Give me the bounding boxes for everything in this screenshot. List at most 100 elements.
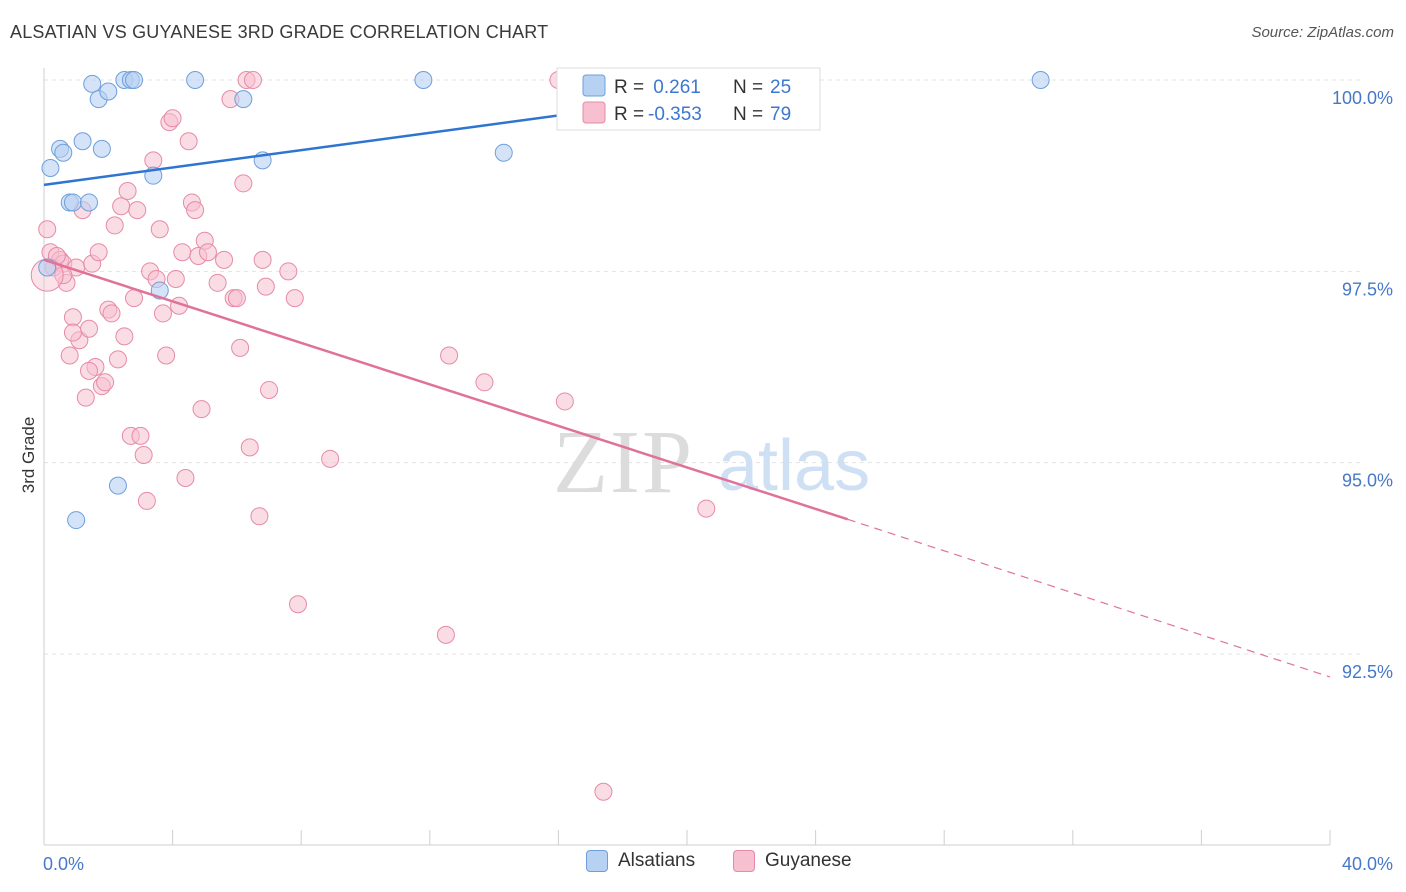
legend-swatch-guyanese: [582, 101, 606, 124]
guyanese-point: [150, 220, 169, 239]
alsatian-point: [80, 193, 99, 212]
guyanese-point: [436, 625, 455, 644]
alsatian-point: [41, 159, 60, 178]
guyanese-point: [475, 373, 494, 392]
alsatian-point: [73, 132, 92, 151]
guyanese-point: [186, 201, 205, 220]
guyanese-point: [208, 273, 227, 292]
guyanese-point: [256, 277, 275, 296]
guyanese-point: [118, 181, 137, 200]
legend-n-label-1: N =: [733, 77, 763, 98]
guyanese-point: [231, 338, 250, 357]
guyanese-point: [153, 304, 172, 323]
guyanese-point: [215, 250, 234, 269]
guyanese-point: [112, 197, 131, 216]
legend-n-label-2: N =: [733, 104, 763, 125]
guyanese-point: [243, 71, 262, 89]
guyanese-point: [38, 220, 57, 239]
y-tick-label: 97.5%: [1342, 279, 1393, 299]
legend-r-label-2: R =: [614, 104, 644, 125]
guyanese-point: [440, 346, 459, 365]
y-axis-label: 3rd Grade: [19, 417, 38, 494]
bottom-legend-label-guyanese: Guyanese: [765, 850, 852, 871]
guyanese-point: [279, 262, 298, 281]
bottom-legend-label-alsatians: Alsatians: [618, 850, 696, 871]
guyanese-point: [128, 201, 147, 220]
alsatian-point: [125, 71, 144, 89]
axes: 92.5% 95.0% 97.5% 100.0% 0.0% 40.0%: [43, 68, 1393, 874]
guyanese-point: [555, 392, 574, 411]
guyanese-point: [96, 373, 115, 392]
alsatian-point: [186, 71, 205, 89]
guyanese-point: [192, 400, 211, 419]
bottom-legend: Alsatians Guyanese: [0, 850, 1406, 880]
guyanese-point: [594, 782, 613, 801]
alsatian-point: [99, 82, 118, 101]
alsatian-point: [54, 143, 73, 162]
legend: R = 0.261 N = 25 R = -0.353 N = 79: [556, 67, 821, 131]
guyanese-point: [321, 449, 340, 468]
guyanese-point: [250, 507, 269, 526]
guyanese-point: [105, 216, 124, 235]
guyanese-point: [63, 323, 82, 342]
y-tick-label: 92.5%: [1342, 662, 1393, 682]
guyanese-point: [131, 426, 150, 445]
guyanese-trend-extension: [847, 518, 1331, 678]
legend-r-label-1: R =: [614, 77, 644, 98]
guyanese-point: [260, 380, 279, 399]
guyanese-point: [115, 327, 134, 346]
alsatian-point: [92, 139, 111, 158]
bottom-legend-guyanese: Guyanese: [733, 850, 852, 872]
alsatian-points: [38, 71, 1050, 530]
chart-title: ALSATIAN VS GUYANESE 3RD GRADE CORRELATI…: [10, 22, 549, 42]
alsatian-point: [234, 90, 253, 109]
guyanese-point: [163, 109, 182, 128]
guyanese-point: [63, 308, 82, 327]
y-tick-label: 95.0%: [1342, 471, 1393, 491]
guyanese-point: [173, 243, 192, 262]
watermark-atlas: atlas: [718, 426, 870, 506]
guyanese-trend-line: [43, 258, 849, 521]
legend-r-value-2: -0.353: [648, 104, 702, 125]
alsatian-point: [494, 143, 513, 162]
guyanese-point: [157, 346, 176, 365]
guyanese-point: [102, 304, 121, 323]
x-tick-label-max: 40.0%: [1342, 854, 1393, 874]
guyanese-point: [285, 289, 304, 308]
alsatians-swatch: [586, 850, 608, 872]
legend-n-value-2: 79: [770, 104, 791, 125]
alsatian-point: [83, 74, 102, 93]
guyanese-point: [234, 174, 253, 193]
guyanese-point: [76, 388, 95, 407]
guyanese-point: [179, 132, 198, 151]
x-tick-label-min: 0.0%: [43, 854, 84, 874]
guyanese-point: [108, 350, 127, 369]
alsatian-point: [414, 71, 433, 89]
alsatian-point: [67, 511, 86, 530]
guyanese-point: [166, 269, 185, 288]
guyanese-point: [144, 151, 163, 170]
guyanese-point: [89, 243, 108, 262]
guyanese-point: [80, 319, 99, 338]
guyanese-point: [288, 595, 307, 614]
legend-n-value-1: 25: [770, 77, 791, 98]
guyanese-point: [176, 468, 195, 487]
watermark: ZIP atlas: [553, 413, 870, 512]
guyanese-point: [134, 446, 153, 465]
trend-lines: [43, 79, 1331, 678]
legend-r-value-1: 0.261: [648, 77, 701, 98]
guyanese-point: [198, 243, 217, 262]
guyanese-point: [697, 499, 716, 518]
guyanese-point: [227, 289, 246, 308]
bottom-legend-alsatians: Alsatians: [586, 850, 695, 872]
guyanese-point: [60, 346, 79, 365]
guyanese-point: [253, 250, 272, 269]
source-label: Source: ZipAtlas.com: [1251, 24, 1394, 41]
guyanese-swatch: [733, 850, 755, 872]
grid: [44, 79, 1360, 655]
legend-swatch-alsatians: [582, 74, 606, 97]
y-tick-label: 100.0%: [1332, 88, 1393, 108]
guyanese-point: [240, 438, 259, 457]
alsatian-point: [108, 476, 127, 495]
